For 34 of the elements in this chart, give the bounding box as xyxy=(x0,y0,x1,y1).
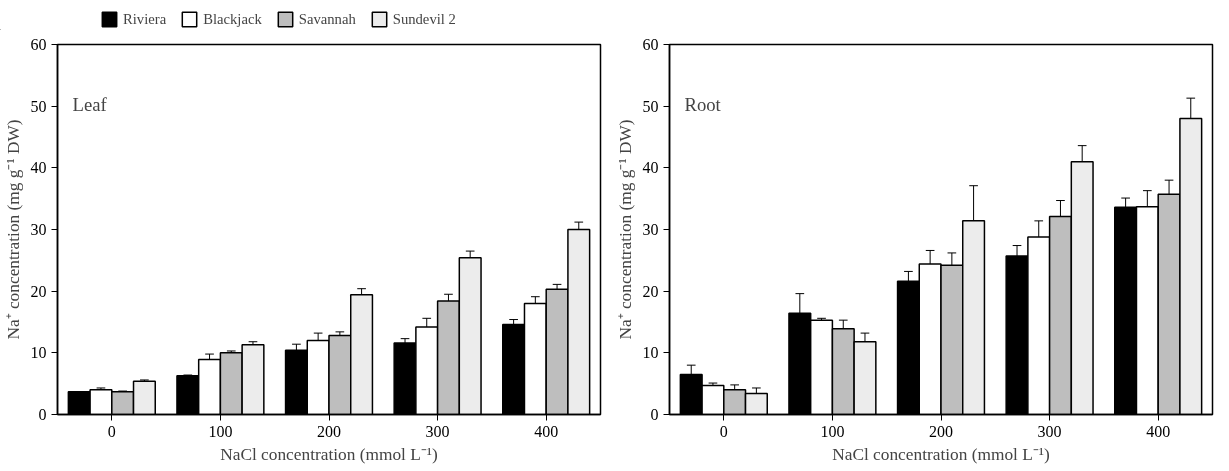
x-tick-label: 300 xyxy=(1037,422,1062,440)
y-tick-label: 50 xyxy=(30,97,47,115)
legend-label: Sundevil 2 xyxy=(392,10,456,28)
x-axis-title: NaCl concentration (mmol L⁻¹) xyxy=(220,444,439,464)
x-tick-label: 0 xyxy=(107,422,116,440)
legend-label: Riviera xyxy=(123,10,167,28)
legend-label: Blackjack xyxy=(203,10,262,28)
y-tick-label: 60 xyxy=(30,36,47,53)
y-tick-label: 20 xyxy=(642,282,659,300)
x-tick-label: 400 xyxy=(534,422,559,440)
y-tick-label: 0 xyxy=(650,406,659,423)
annotation: Leaf xyxy=(72,93,108,115)
y-tick-label: 40 xyxy=(642,159,659,177)
y-axis-title: Na⁺ concentration (mg g⁻¹ DW) xyxy=(615,119,635,340)
x-tick-label: 0 xyxy=(719,422,728,440)
x-tick-label: 100 xyxy=(820,422,845,440)
x-tick-label: 200 xyxy=(317,422,341,440)
y-tick-label: 60 xyxy=(642,36,659,53)
annotation: Root xyxy=(684,93,722,115)
y-tick-label: 20 xyxy=(30,282,47,300)
x-tick-label: 300 xyxy=(425,422,450,440)
y-tick-label: 0 xyxy=(38,406,47,423)
y-tick-label: 40 xyxy=(30,159,47,177)
y-axis-title: Na⁺ concentration (mg g⁻¹ DW) xyxy=(3,119,23,340)
y-tick-label: 10 xyxy=(30,344,47,362)
x-tick-label: 200 xyxy=(929,422,953,440)
y-tick-label: 50 xyxy=(642,97,659,115)
x-axis-title: NaCl concentration (mmol L⁻¹) xyxy=(832,444,1051,464)
x-tick-label: 400 xyxy=(1146,422,1171,440)
y-tick-label: 30 xyxy=(30,221,47,238)
legend-label: Savannah xyxy=(298,10,356,28)
y-tick-label: 30 xyxy=(642,221,659,238)
y-tick-label: 10 xyxy=(642,344,659,362)
x-tick-label: 100 xyxy=(208,422,233,440)
